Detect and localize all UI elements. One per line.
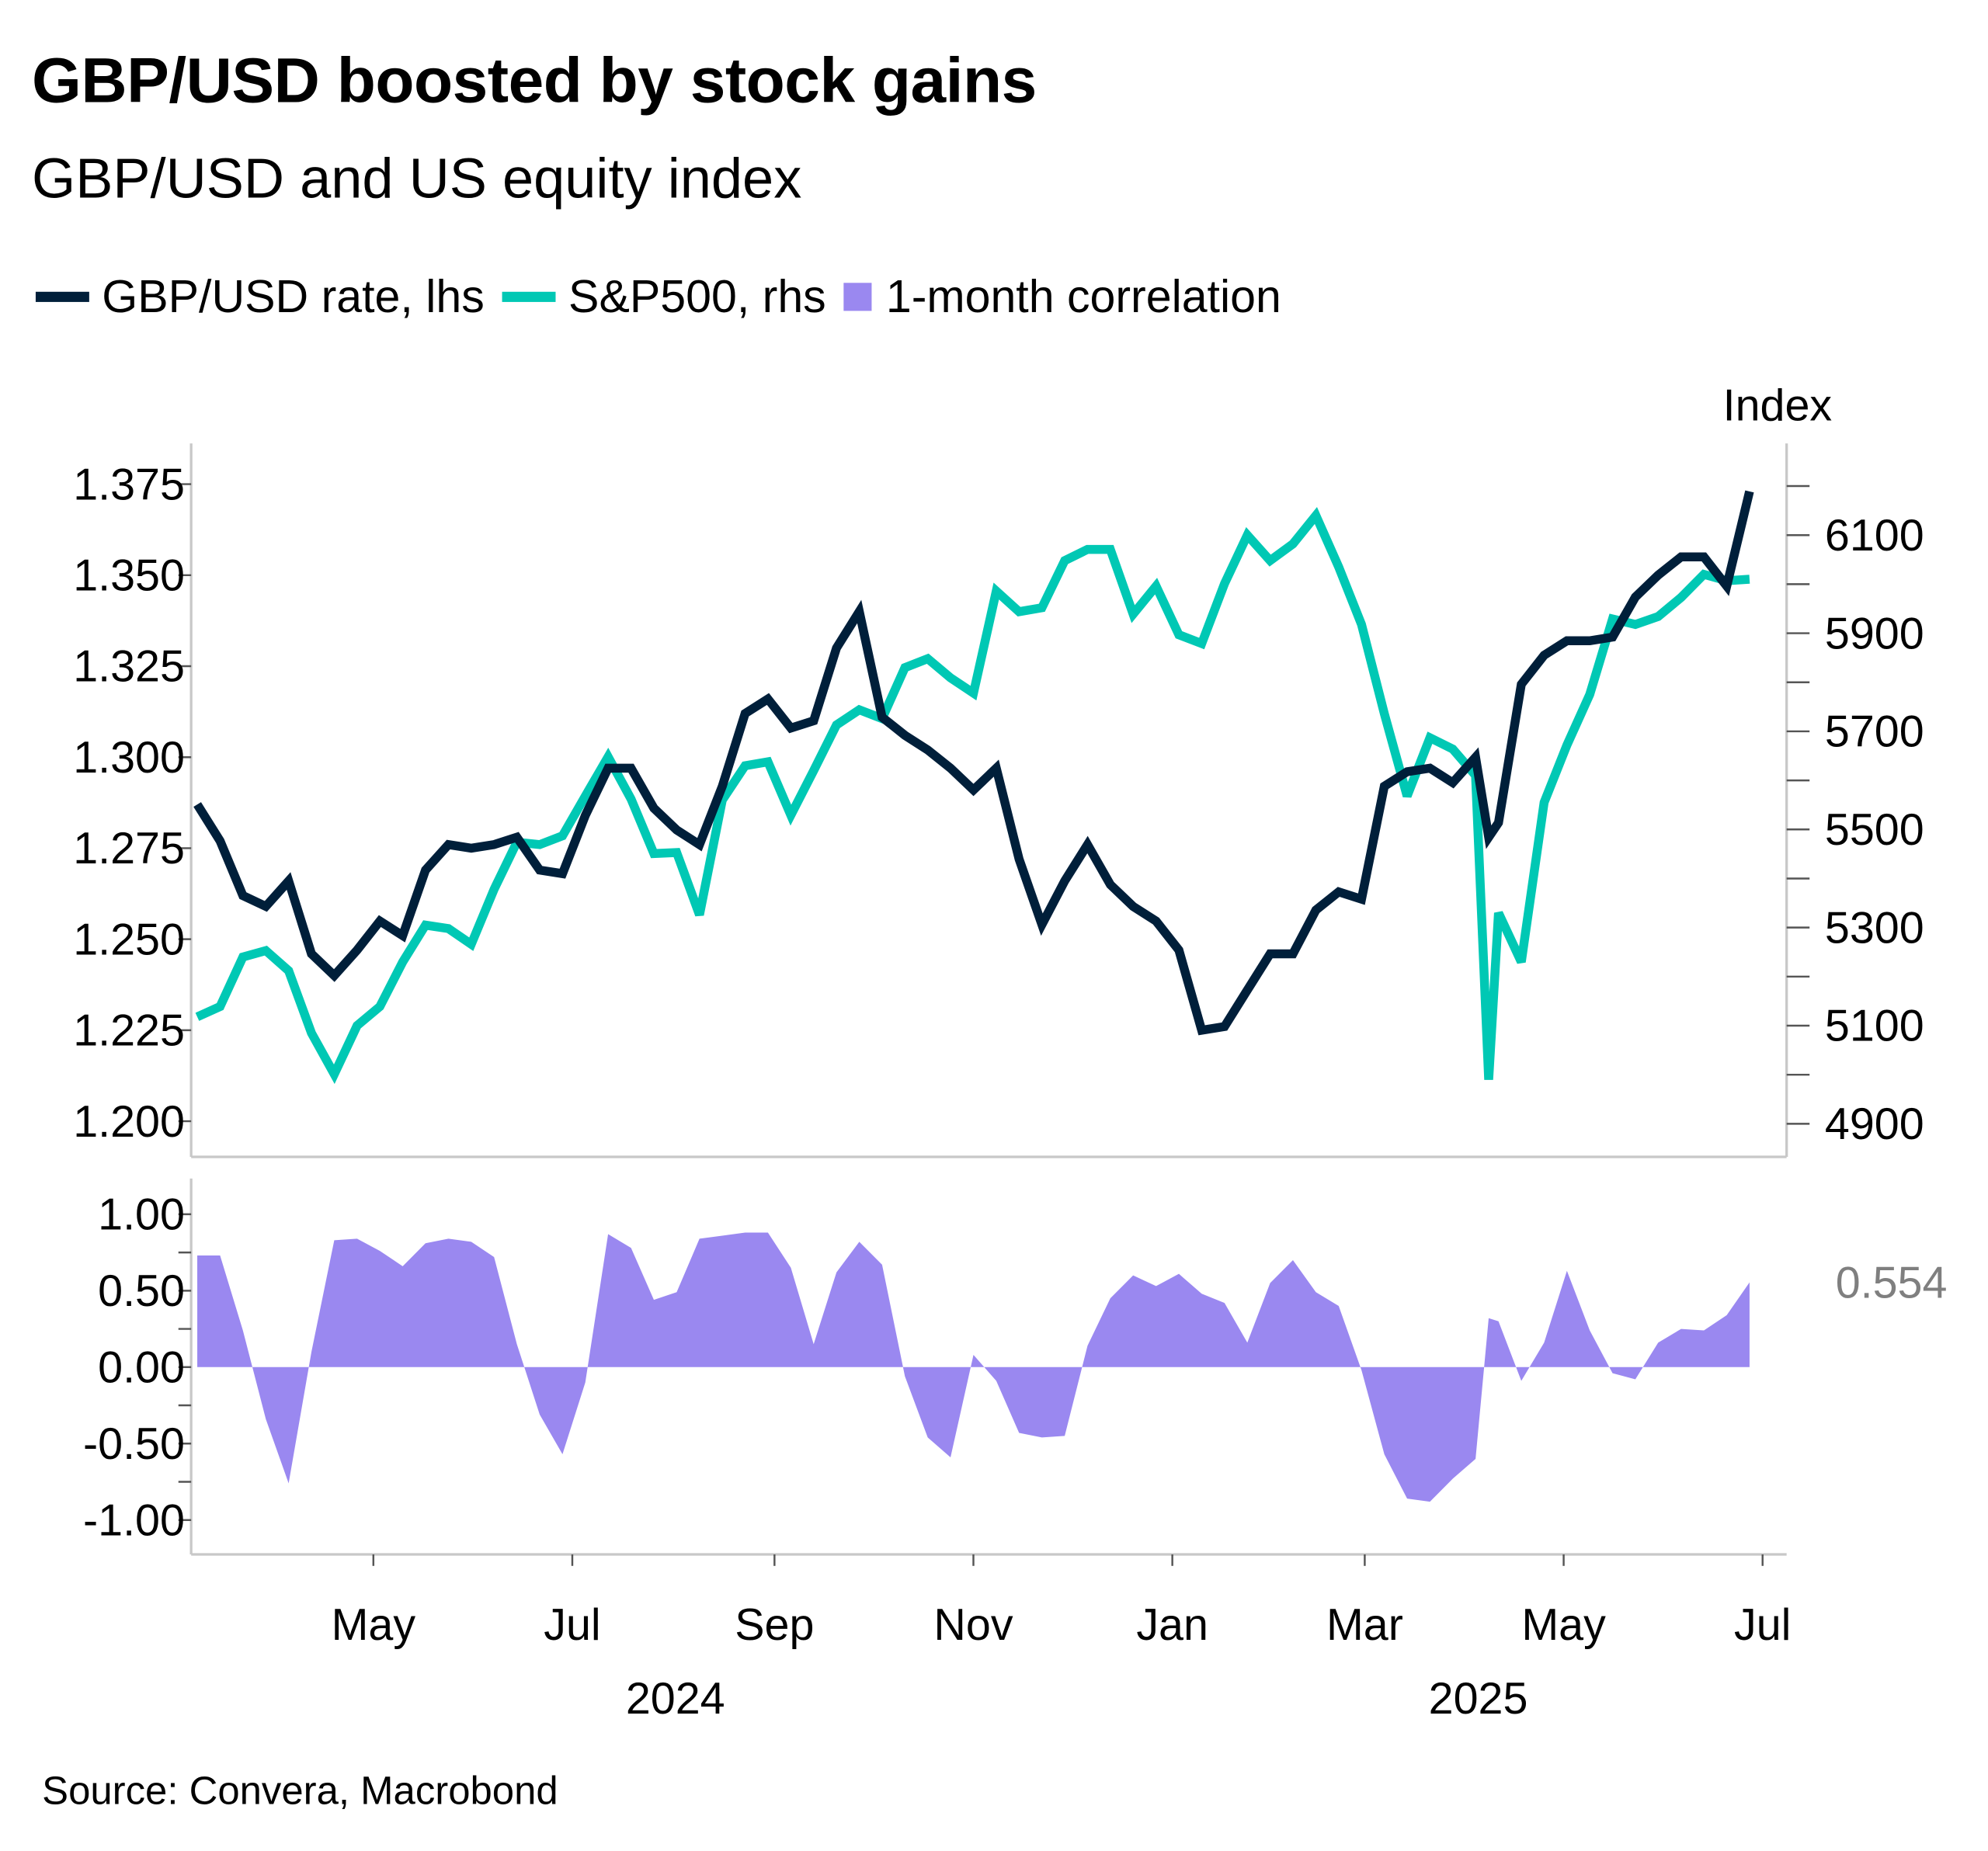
right-tick-label: 5100 — [1825, 1002, 1924, 1051]
x-tick-label: May — [332, 1600, 416, 1650]
corr-tick-label: 0.50 — [98, 1266, 185, 1316]
left-tick-label: 1.350 — [73, 550, 185, 600]
left-tick-label: 1.250 — [73, 915, 185, 964]
x-tick-label: Sep — [735, 1600, 814, 1650]
legend-swatch-correlation — [843, 283, 872, 311]
x-tick-label: May — [1521, 1600, 1606, 1650]
source-note: Source: Convera, Macrobond — [42, 1768, 558, 1814]
legend: GBP/USD rate, lhs S&P500, rhs 1-month co… — [35, 269, 1299, 324]
left-tick-label: 1.375 — [73, 460, 185, 509]
left-tick-label: 1.300 — [73, 733, 185, 783]
legend-label: GBP/USD rate, lhs — [102, 269, 485, 323]
year-label-2025: 2025 — [1429, 1674, 1528, 1724]
left-tick-label: 1.275 — [73, 824, 185, 873]
corr-tick-label: -1.00 — [83, 1495, 185, 1545]
right-tick-label: 6100 — [1825, 511, 1924, 561]
chart-subtitle: GBP/USD and US equity index — [32, 148, 802, 210]
left-tick-label: 1.225 — [73, 1006, 185, 1056]
corr-tick-label: -0.50 — [83, 1419, 185, 1469]
left-tick-label: 1.200 — [73, 1097, 185, 1147]
right-tick-label: 5700 — [1825, 707, 1924, 757]
corr-tick-label: 0.00 — [98, 1342, 185, 1392]
right-tick-label: 5500 — [1825, 805, 1924, 855]
left-tick-label: 1.325 — [73, 642, 185, 692]
right-tick-label: 5900 — [1825, 609, 1924, 658]
legend-label: S&P500, rhs — [568, 269, 826, 323]
legend-item-sp500: S&P500, rhs — [502, 270, 826, 324]
right-tick-label: 4900 — [1825, 1099, 1924, 1149]
correlation-area — [197, 1232, 1750, 1502]
chart-title: GBP/USD boosted by stock gains — [32, 44, 1037, 116]
right-tick-label: 5300 — [1825, 903, 1924, 953]
x-tick-label: Nov — [933, 1600, 1013, 1650]
legend-item-correlation: 1-month correlation — [843, 269, 1281, 324]
x-tick-label: Jan — [1136, 1600, 1208, 1650]
legend-item-gbpusd: GBP/USD rate, lhs — [35, 269, 485, 324]
x-tick-label: Mar — [1326, 1600, 1403, 1650]
right-axis-title: Index — [1723, 381, 1833, 431]
year-label-2024: 2024 — [626, 1674, 725, 1724]
last-value-label: 0.554 — [1836, 1258, 1948, 1308]
legend-swatch-gbpusd — [35, 291, 89, 302]
sp500-line — [195, 507, 1750, 1085]
gbpusd-line — [193, 490, 1754, 1036]
legend-label: 1-month correlation — [885, 269, 1281, 323]
legend-swatch-sp500 — [502, 291, 556, 302]
corr-tick-label: 1.00 — [98, 1190, 185, 1240]
x-tick-label: Jul — [1734, 1600, 1791, 1650]
x-tick-label: Jul — [544, 1600, 600, 1650]
